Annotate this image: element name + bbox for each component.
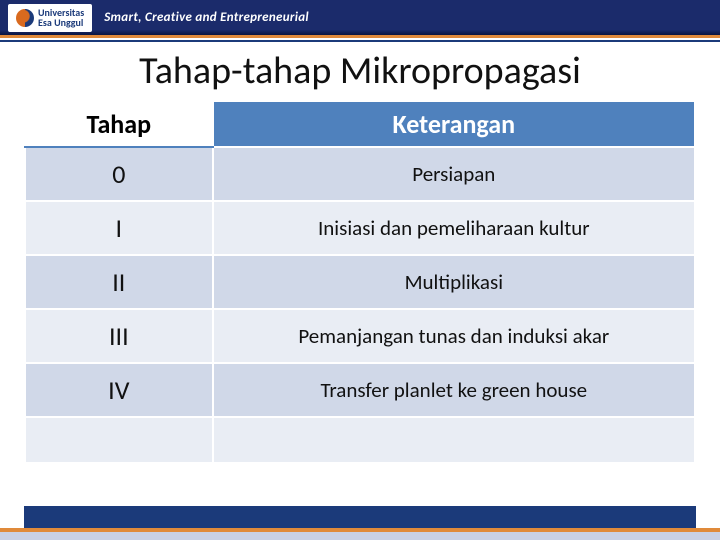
stage-cell: I	[25, 201, 213, 255]
footer-bar	[24, 506, 696, 528]
desc-cell: Multiplikasi	[213, 255, 695, 309]
table-row: 0 Persiapan	[25, 147, 695, 201]
table-row: I Inisiasi dan pemeliharaan kultur	[25, 201, 695, 255]
stage-cell: III	[25, 309, 213, 363]
footer-orange-line	[0, 528, 720, 532]
table-row: II Multiplikasi	[25, 255, 695, 309]
desc-cell: Pemanjangan tunas dan induksi akar	[213, 309, 695, 363]
logo-name-text: Esa Unggul	[38, 18, 84, 28]
slide-title: Tahap-tahap Mikropropagasi	[0, 48, 720, 94]
desc-cell: Persiapan	[213, 147, 695, 201]
logo-swirl-icon	[16, 9, 34, 27]
stage-cell: II	[25, 255, 213, 309]
col-header-keterangan: Keterangan	[213, 101, 695, 147]
header-banner: Universitas Esa Unggul Smart, Creative a…	[0, 0, 720, 38]
col-header-tahap: Tahap	[25, 101, 213, 147]
empty-cell	[25, 417, 213, 463]
empty-cell	[213, 417, 695, 463]
footer	[0, 496, 720, 540]
desc-cell: Transfer planlet ke green house	[213, 363, 695, 417]
stage-cell: IV	[25, 363, 213, 417]
desc-cell: Inisiasi dan pemeliharaan kultur	[213, 201, 695, 255]
tagline: Smart, Creative and Entrepreneurial	[104, 10, 309, 25]
table-row: IV Transfer planlet ke green house	[25, 363, 695, 417]
table-row-empty	[25, 417, 695, 463]
stages-table: Tahap Keterangan 0 Persiapan I Inisiasi …	[24, 100, 696, 464]
logo: Universitas Esa Unggul	[8, 4, 92, 32]
stage-cell: 0	[25, 147, 213, 201]
table-row: III Pemanjangan tunas dan induksi akar	[25, 309, 695, 363]
footer-base	[0, 532, 720, 540]
divider-line	[0, 40, 720, 42]
